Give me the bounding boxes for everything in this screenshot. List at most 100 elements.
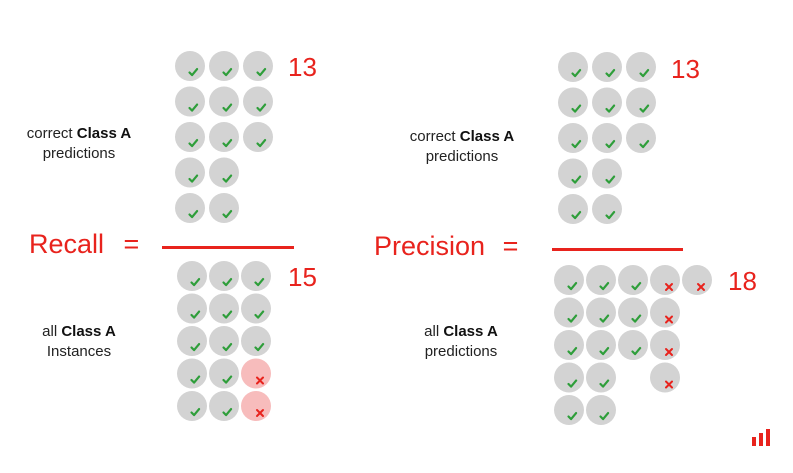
check-icon [567,314,578,323]
correct-instance-circle [558,158,588,189]
check-icon [599,412,610,421]
correct-instance-circle [241,326,271,356]
correct-instance-circle [626,87,656,118]
recall-fraction-bar [162,246,294,249]
correct-instance-circle [243,51,273,81]
precision-equals: = [502,231,519,261]
check-icon [222,139,233,148]
check-icon [639,104,650,113]
correct-instance-circle [241,261,271,291]
recall-numerator-grid [175,51,273,223]
desc-text: Instances [46,343,112,360]
check-icon [254,310,265,319]
check-icon [222,310,233,319]
correct-instance-circle [592,158,622,189]
correct-instance-circle [241,293,271,324]
precision-numerator-count: 13 [671,54,700,84]
wrong-instance-circle [682,265,712,295]
correct-instance-circle [626,123,656,153]
correct-instance-circle [554,395,584,425]
desc-text: all [424,323,440,340]
correct-instance-circle [209,326,239,356]
check-icon [188,139,199,148]
check-icon [571,175,582,184]
check-icon [222,103,233,112]
check-icon [188,210,199,219]
correct-instance-circle [592,87,622,118]
check-icon [605,175,616,184]
desc-text: predictions [425,148,499,165]
correct-instance-circle [586,330,616,360]
check-icon [599,379,610,388]
check-icon [190,278,201,287]
check-icon [605,104,616,113]
correct-instance-circle [586,395,616,425]
missed-instance-circle [241,391,271,421]
cross-icon [665,283,673,291]
check-icon [254,343,265,352]
desc-text: correct [26,125,73,142]
correct-instance-circle [177,358,207,389]
correct-instance-circle [209,261,239,291]
check-icon [567,412,578,421]
check-icon [222,278,233,287]
check-icon [599,314,610,323]
cross-icon [256,409,264,417]
check-icon [222,343,233,352]
check-icon [605,69,616,78]
check-icon [190,408,201,417]
check-icon [256,139,267,148]
correct-instance-circle [209,193,239,223]
correct-instance-circle [554,265,584,295]
check-icon [631,282,642,291]
desc-bold-class: Class A [61,323,116,340]
desc-text: all [42,323,58,340]
check-icon [188,174,199,183]
correct-instance-circle [586,297,616,328]
precision-formula-label: Precision = [374,231,518,262]
precision-numerator-grid [558,52,656,224]
precision-denominator-grid [554,265,712,425]
correct-instance-circle [177,326,207,356]
check-icon [256,103,267,112]
correct-instance-circle [618,265,648,295]
check-icon [639,69,650,78]
correct-instance-circle [175,51,205,81]
check-icon [605,211,616,220]
correct-instance-circle [586,362,616,393]
correct-instance-circle [175,157,205,188]
correct-instance-circle [175,86,205,117]
recall-denominator-count: 15 [288,262,317,292]
correct-instance-circle [209,157,239,188]
correct-instance-circle [177,293,207,324]
correct-instance-circle [209,51,239,81]
correct-instance-circle [626,52,656,82]
correct-instance-circle [177,261,207,291]
correct-instance-circle [618,330,648,360]
correct-instance-circle [175,193,205,223]
correct-instance-circle [558,194,588,224]
check-icon [571,211,582,220]
check-icon [605,140,616,149]
precision-label: Precision [374,231,486,261]
correct-instance-circle [554,297,584,328]
correct-instance-circle [177,391,207,421]
correct-instance-circle [558,87,588,118]
check-icon [190,343,201,352]
correct-instance-circle [209,122,239,152]
check-icon [639,140,650,149]
correct-instance-circle [243,122,273,152]
check-icon [188,103,199,112]
recall-formula-label: Recall = [29,229,139,260]
check-icon [599,347,610,356]
check-icon [567,347,578,356]
wrong-instance-circle [650,330,680,360]
precision-denominator-count: 18 [728,266,757,296]
precision-numerator-description: correct Class A predictions [387,127,537,167]
desc-bold-class: Class A [459,128,515,145]
precision-denominator-description: all Class A predictions [386,322,536,362]
recall-denominator-description: all Class A Instances [4,322,154,362]
wrong-instance-circle [650,362,680,393]
correct-instance-circle [175,122,205,152]
recall-equals: = [123,229,140,259]
